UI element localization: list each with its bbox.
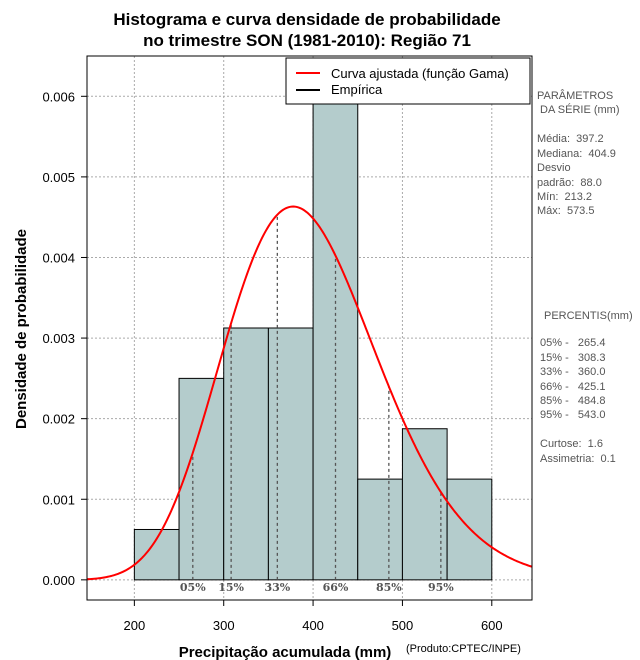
series-parameters-panel: PARÂMETROS DA SÉRIE (mm) Média: 397.2 Me… bbox=[537, 89, 620, 217]
percentil-line: 33% - 360.0 bbox=[540, 366, 605, 378]
y-tick-label: 0.005 bbox=[42, 170, 75, 185]
histogram-bar bbox=[312, 75, 359, 581]
percentile-label: 15% bbox=[218, 581, 244, 594]
stats-line: Curtose: 1.6 bbox=[540, 438, 603, 450]
x-tick-label: 400 bbox=[302, 618, 324, 633]
legend-label-empirical: Empírica bbox=[331, 82, 383, 97]
histogram-bar bbox=[223, 327, 269, 581]
y-tick-label: 0.006 bbox=[42, 89, 75, 104]
params-title-line-2: DA SÉRIE (mm) bbox=[537, 103, 620, 116]
param-line: Mín: 213.2 bbox=[537, 191, 592, 203]
percentile-label: 33% bbox=[264, 581, 290, 594]
percentil-line: 85% - 484.8 bbox=[540, 395, 605, 407]
legend-box bbox=[285, 57, 531, 105]
histogram-bar bbox=[178, 377, 225, 581]
histogram-bar bbox=[401, 428, 448, 581]
chart-title-line-2: no trimestre SON (1981-2010): Região 71 bbox=[143, 31, 471, 50]
y-tick-label: 0.002 bbox=[42, 412, 75, 427]
percentile-labels: 05% 15% 33% 66% 85% 95% bbox=[180, 581, 454, 594]
param-line: Máx: 573.5 bbox=[537, 205, 594, 217]
percentil-line: 15% - 308.3 bbox=[540, 352, 605, 364]
chart-title-line-1: Histograma e curva densidade de probabil… bbox=[113, 10, 500, 29]
percentil-line: 95% - 543.0 bbox=[540, 409, 605, 421]
fitted-gamma-curve bbox=[86, 205, 533, 581]
percentil-line: 05% - 265.4 bbox=[540, 337, 605, 349]
x-axis-ticks: 200 300 400 500 600 bbox=[124, 600, 503, 633]
histogram-bar bbox=[357, 478, 403, 581]
percentiles-panel: PERCENTIS(mm) 05% - 265.4 15% - 308.3 33… bbox=[540, 310, 633, 465]
param-line: Mediana: 404.9 bbox=[537, 148, 616, 160]
histogram-bars bbox=[133, 75, 493, 581]
stats-line: Assimetria: 0.1 bbox=[540, 453, 616, 465]
percentil-line: 66% - 425.1 bbox=[540, 381, 605, 393]
y-axis-label: Densidade de probabilidade bbox=[13, 229, 30, 429]
percentile-label: 85% bbox=[376, 581, 402, 594]
plot-frame bbox=[86, 55, 533, 601]
y-tick-label: 0.000 bbox=[42, 573, 75, 588]
percentile-label: 05% bbox=[180, 581, 206, 594]
params-title-line-1: PARÂMETROS bbox=[537, 89, 613, 102]
histogram-bar bbox=[267, 327, 314, 581]
y-tick-label: 0.003 bbox=[42, 331, 75, 346]
x-axis-label: Precipitação acumulada (mm) bbox=[179, 644, 392, 660]
product-credit: (Produto:CPTEC/INPE) bbox=[406, 643, 521, 655]
param-line: Média: 397.2 bbox=[537, 133, 604, 145]
x-tick-label: 300 bbox=[213, 618, 235, 633]
x-tick-label: 500 bbox=[392, 618, 414, 633]
y-axis-ticks: 0.000 0.001 0.002 0.003 0.004 0.005 0.006 bbox=[42, 89, 87, 588]
percentile-label: 66% bbox=[323, 581, 349, 594]
param-line: Desvio bbox=[537, 162, 571, 174]
legend-label-curve: Curva ajustada (função Gama) bbox=[331, 66, 509, 81]
percentile-lines bbox=[192, 214, 442, 580]
x-tick-label: 600 bbox=[481, 618, 503, 633]
fitted-curve-layer bbox=[86, 205, 533, 581]
percentile-label: 95% bbox=[428, 581, 454, 594]
percentis-title: PERCENTIS(mm) bbox=[544, 310, 633, 322]
x-tick-label: 200 bbox=[124, 618, 146, 633]
legend: Curva ajustada (função Gama) Empírica bbox=[285, 57, 531, 105]
y-tick-label: 0.004 bbox=[42, 250, 75, 265]
param-line: padrão: 88.0 bbox=[537, 177, 602, 189]
y-tick-label: 0.001 bbox=[42, 492, 75, 507]
